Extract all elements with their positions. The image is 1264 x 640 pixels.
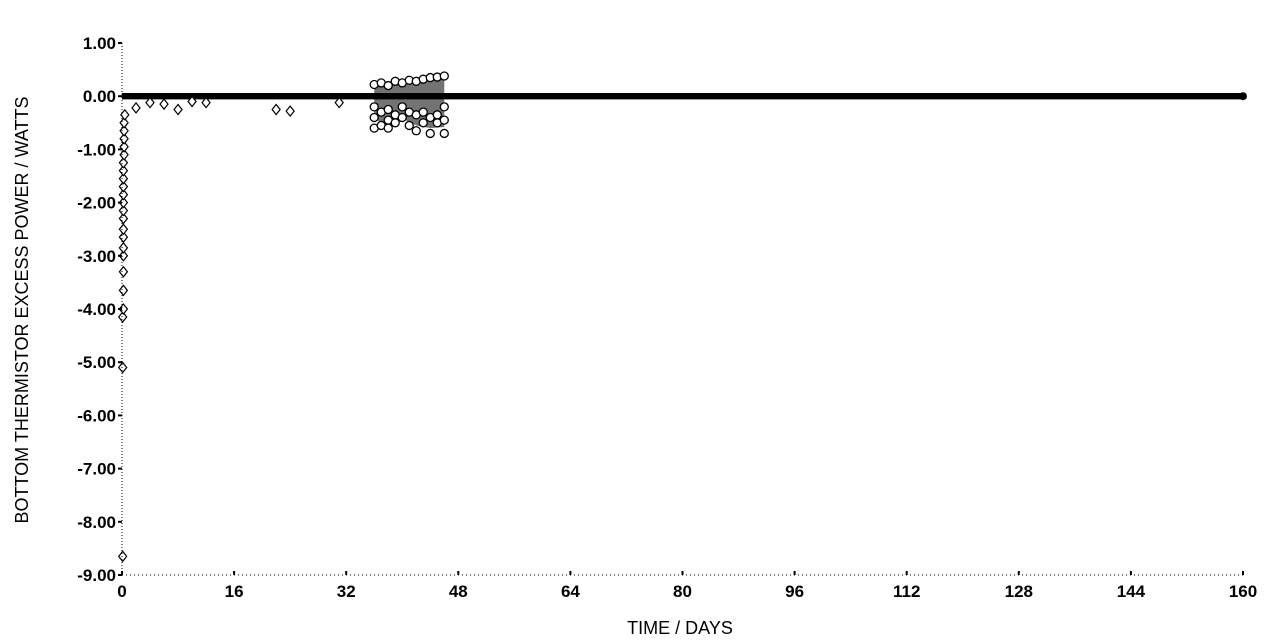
cluster-point: [397, 102, 407, 112]
y-tick-label: -7.00: [77, 460, 116, 479]
data-point: [118, 223, 129, 236]
x-tick-label: 0: [117, 582, 126, 601]
data-point: [173, 103, 183, 116]
data-point: [118, 156, 129, 169]
cluster-point: [383, 123, 393, 133]
data-point: [118, 188, 129, 201]
x-tick-label: 64: [561, 582, 580, 601]
data-point: [117, 550, 128, 563]
data-point: [117, 361, 128, 374]
x-tick-label: 128: [1005, 582, 1033, 601]
x-tick-label: 80: [673, 582, 692, 601]
cluster-point: [404, 120, 414, 131]
y-tick-label: -1.00: [77, 140, 116, 159]
band-end-point: [1239, 92, 1247, 101]
data-point: [285, 105, 295, 118]
data-point: [118, 172, 129, 185]
y-tick-label: -5.00: [77, 353, 116, 372]
cluster-point: [439, 71, 449, 81]
cluster-point: [439, 102, 449, 112]
cluster-point: [432, 110, 442, 120]
cluster-point: [411, 126, 421, 136]
cluster-point: [439, 115, 449, 125]
data-point: [118, 204, 129, 217]
y-tick-label: -6.00: [77, 406, 116, 425]
data-point: [117, 311, 128, 323]
cluster-point: [390, 118, 400, 128]
y-tick-label: -2.00: [77, 194, 116, 213]
cluster-point: [439, 128, 449, 139]
cluster-point: [369, 112, 379, 123]
y-tick-label: 1.00: [83, 34, 116, 53]
data-point: [118, 241, 129, 254]
data-point: [120, 108, 130, 121]
data-point: [118, 231, 129, 244]
x-tick-label: 112: [893, 582, 920, 601]
y-tick-label: -4.00: [77, 300, 116, 319]
y-tick-label: -3.00: [77, 247, 116, 266]
data-point: [118, 249, 129, 262]
y-tick-label: 0.00: [83, 87, 116, 106]
x-tick-label: 32: [337, 582, 356, 601]
x-tick-label: 48: [449, 582, 468, 601]
data-point: [118, 196, 129, 209]
data-point: [187, 95, 197, 108]
cluster-point: [383, 80, 393, 91]
cluster-point: [418, 107, 428, 117]
baseline-data-band: [122, 93, 1243, 100]
data-point: [119, 116, 129, 129]
data-point: [159, 98, 169, 111]
data-point: [118, 265, 129, 278]
axes: BOTTOM THERMISTOR EXCESS POWER / WATTS T…: [12, 34, 1257, 638]
data-point: [145, 96, 155, 109]
data-point: [118, 180, 129, 193]
x-tick-label: 16: [225, 582, 244, 601]
y-tick-label: -8.00: [77, 513, 116, 532]
data-point: [118, 303, 129, 315]
data-point: [118, 284, 129, 297]
data-point: [131, 101, 141, 114]
data-point: [334, 96, 344, 109]
data-point: [118, 212, 129, 225]
x-axis-title: TIME / DAYS: [627, 618, 733, 638]
x-tick-label: 96: [785, 582, 804, 601]
data-point: [271, 103, 281, 116]
cluster-point: [418, 118, 428, 128]
x-tick-label: 160: [1229, 582, 1257, 601]
cluster-point: [425, 128, 435, 139]
y-tick-label: -9.00: [77, 566, 116, 585]
x-tick-label: 144: [1117, 582, 1146, 601]
data-point: [118, 164, 129, 177]
plot-area: [117, 71, 1247, 563]
data-point: [201, 96, 211, 109]
y-axis-title: BOTTOM THERMISTOR EXCESS POWER / WATTS: [12, 96, 32, 523]
cluster-point: [397, 112, 407, 123]
cluster-point: [369, 102, 379, 112]
cluster-point: [383, 104, 393, 115]
data-point: [119, 140, 129, 153]
